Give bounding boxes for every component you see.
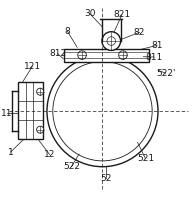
Bar (18, 82, 43, 139)
Circle shape (119, 51, 127, 59)
Text: 82: 82 (134, 28, 145, 37)
Circle shape (78, 51, 86, 59)
Text: 821: 821 (113, 10, 131, 19)
Text: 121: 121 (24, 62, 41, 71)
Text: 12: 12 (44, 150, 55, 159)
Circle shape (37, 126, 44, 133)
Text: 812: 812 (49, 49, 66, 58)
Text: 30: 30 (84, 9, 96, 18)
Text: 521: 521 (137, 154, 154, 163)
Text: 52: 52 (101, 174, 112, 183)
Text: 11: 11 (1, 109, 13, 118)
Text: 811: 811 (145, 53, 163, 61)
Text: 1: 1 (8, 148, 13, 157)
Text: 81: 81 (151, 41, 163, 50)
Text: 8: 8 (64, 27, 70, 36)
Circle shape (37, 88, 44, 95)
Text: 522: 522 (63, 162, 80, 171)
Bar (64, 49, 149, 61)
Circle shape (102, 32, 121, 50)
Text: 522': 522' (156, 69, 176, 78)
